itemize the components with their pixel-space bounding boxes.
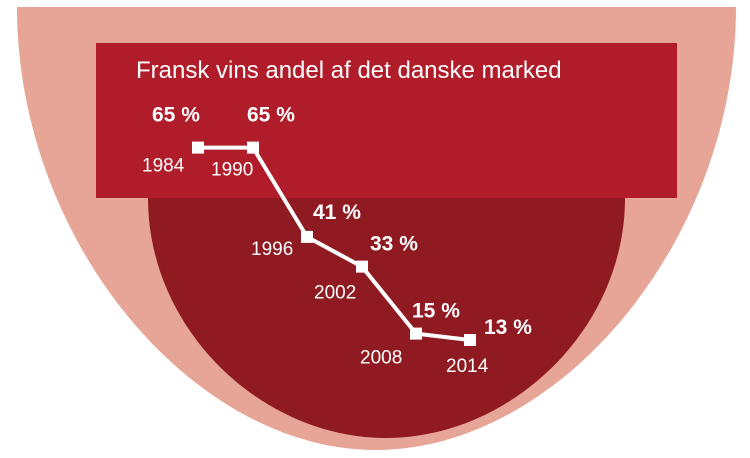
wine-lower [148,198,625,438]
year-label-2008: 2008 [360,348,402,369]
data-points [192,141,476,346]
year-label-1990: 1990 [211,160,253,181]
year-label-2014: 2014 [446,356,489,377]
line-series [198,145,471,342]
year-label-1984: 1984 [142,156,185,177]
value-labels: 65 % 65 % 41 % 33 % 15 % 13 % [152,104,532,339]
value-label-2014: 13 % [484,316,532,339]
value-label-1990: 65 % [247,104,295,127]
data-point-1990 [247,141,259,154]
value-label-1984: 65 % [152,104,200,127]
data-point-1984 [192,141,204,154]
year-labels: 1984 1990 1996 2002 2008 2014 [142,156,489,377]
value-label-2008: 15 % [412,300,460,323]
value-label-2002: 33 % [370,233,418,256]
series-line [198,145,471,342]
value-label-1996: 41 % [313,201,361,224]
chart-title: Fransk vins andel af det danske marked [136,57,562,84]
data-point-2002 [356,260,368,273]
year-label-1996: 1996 [251,239,293,260]
wine-upper [96,43,677,198]
data-point-1996 [301,230,313,243]
data-point-2008 [410,327,422,340]
data-point-2014 [464,334,476,346]
year-label-2002: 2002 [314,283,356,304]
